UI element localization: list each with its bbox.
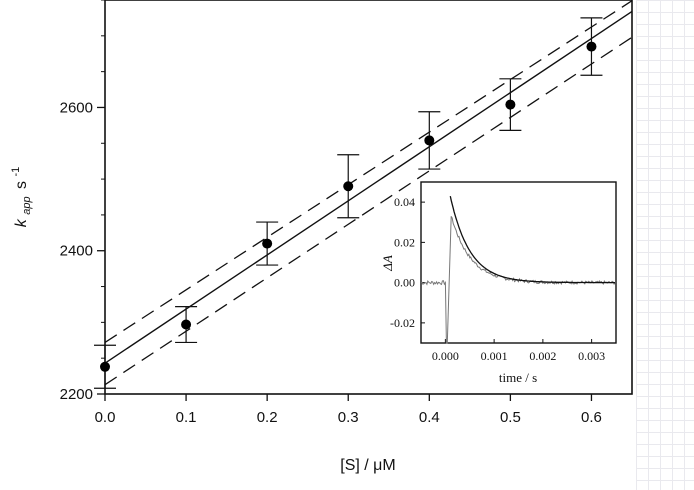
x-tick-label: 0.4 xyxy=(419,409,440,426)
x-tick-label: 0.0 xyxy=(95,409,116,426)
kinetics-chart: 0.0 0.1 0.2 0.3 0.4 0.5 0.6 2200 2400 2600 [S] /… xyxy=(10,0,633,474)
inset-x-tick-label: 0.000 xyxy=(432,349,459,363)
inset-y-tick-label: 0.02 xyxy=(394,235,415,249)
inset-x-axis-title: time / s xyxy=(499,370,537,385)
data-point xyxy=(100,361,110,372)
x-tick-label: 0.1 xyxy=(176,409,197,426)
inset-plot: 0.000 0.001 0.002 0.003 -0.02 0.00 0.02 0.04 t… xyxy=(380,181,617,385)
inset-y-tick-label: 0.00 xyxy=(394,276,415,290)
x-tick-label: 0.3 xyxy=(338,409,359,426)
data-point xyxy=(505,99,516,110)
y-axis-title-sup: -1 xyxy=(10,167,22,177)
inset-fit-curve xyxy=(449,195,615,284)
main-plot: 0.0 0.1 0.2 0.3 0.4 0.5 0.6 2200 2400 2600 [S] /… xyxy=(10,0,633,474)
inset-y-axis-title: ΔA xyxy=(380,255,395,272)
data-point xyxy=(181,319,192,330)
figure-card: 0.0 0.1 0.2 0.3 0.4 0.5 0.6 2200 2400 2600 [S] /… xyxy=(10,0,633,474)
x-tick-label: 0.5 xyxy=(500,409,521,426)
inset-y-tick-label: -0.02 xyxy=(390,316,415,330)
main-plot-frame xyxy=(104,0,633,395)
x-axis-title: [S] / μM xyxy=(340,457,395,474)
upper-confidence-band xyxy=(104,0,633,343)
data-point xyxy=(424,135,435,146)
lower-confidence-band xyxy=(104,36,633,386)
inset-x-tick-label: 0.002 xyxy=(529,349,556,363)
inset-x-tick-label: 0.003 xyxy=(578,349,605,363)
data-point xyxy=(343,181,354,192)
data-point xyxy=(586,41,597,52)
inset-x-tick-label: 0.001 xyxy=(481,349,508,363)
inset-y-tick-label: 0.04 xyxy=(394,195,415,209)
x-tick-label: 0.2 xyxy=(257,409,278,426)
y-tick-label: 2600 xyxy=(60,99,93,116)
x-tick-label: 0.6 xyxy=(581,409,602,426)
y-axis-title: k app s -1 xyxy=(10,167,34,228)
fit-line xyxy=(104,10,633,364)
y-axis-title-base: k xyxy=(13,218,30,227)
y-axis-title-unit: s xyxy=(13,181,30,189)
y-tick-label: 2200 xyxy=(60,386,93,403)
y-tick-label: 2400 xyxy=(60,243,93,260)
data-point xyxy=(262,238,273,249)
y-axis-title-sub: app xyxy=(21,196,33,214)
